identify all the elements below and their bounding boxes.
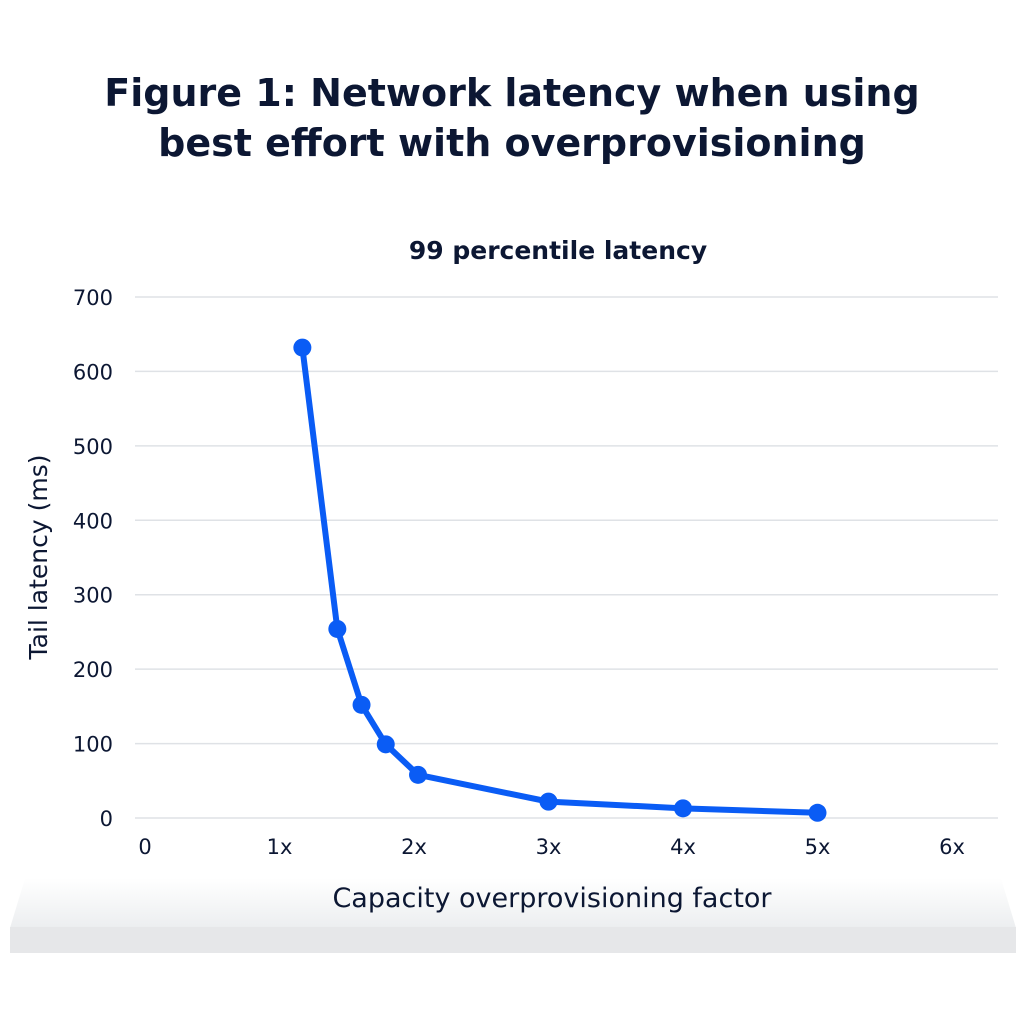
data-point	[409, 765, 428, 784]
title-line-1: Figure 1: Network latency when using	[104, 71, 920, 115]
data-point	[539, 792, 558, 811]
y-tick-label: 400	[73, 509, 113, 533]
chart-title: 99 percentile latency	[409, 236, 707, 265]
series-line	[299, 347, 818, 816]
x-tick-label: 0	[138, 835, 151, 859]
x-tick-label: 3x	[536, 835, 562, 859]
data-point	[328, 619, 347, 638]
x-tick-label: 2x	[401, 835, 427, 859]
platform-base	[10, 927, 1016, 953]
platform-shadow	[10, 878, 1016, 928]
figure-title: Figure 1: Network latency when using bes…	[0, 68, 1024, 168]
x-tick-label: 4x	[670, 835, 696, 859]
y-tick-label: 200	[73, 658, 113, 682]
data-point	[352, 695, 371, 714]
data-point	[293, 338, 312, 357]
y-tick-label: 0	[100, 807, 113, 831]
x-tick-label: 6x	[939, 835, 965, 859]
title-line-2: best effort with overprovisioning	[158, 121, 866, 165]
y-tick-label: 300	[73, 584, 113, 608]
data-point	[674, 799, 692, 818]
y-tick-label: 100	[73, 733, 113, 757]
y-tick-label: 600	[73, 360, 113, 384]
y-tick-label: 700	[73, 286, 113, 310]
data-point	[808, 803, 827, 822]
y-tick-label: 500	[73, 435, 113, 459]
x-tick-label: 1x	[267, 835, 293, 859]
x-tick-label: 5x	[805, 835, 831, 859]
x-axis-label: Capacity overprovisioning factor	[332, 883, 772, 914]
data-point	[376, 735, 395, 754]
y-axis-label: Tail latency (ms)	[24, 455, 53, 661]
